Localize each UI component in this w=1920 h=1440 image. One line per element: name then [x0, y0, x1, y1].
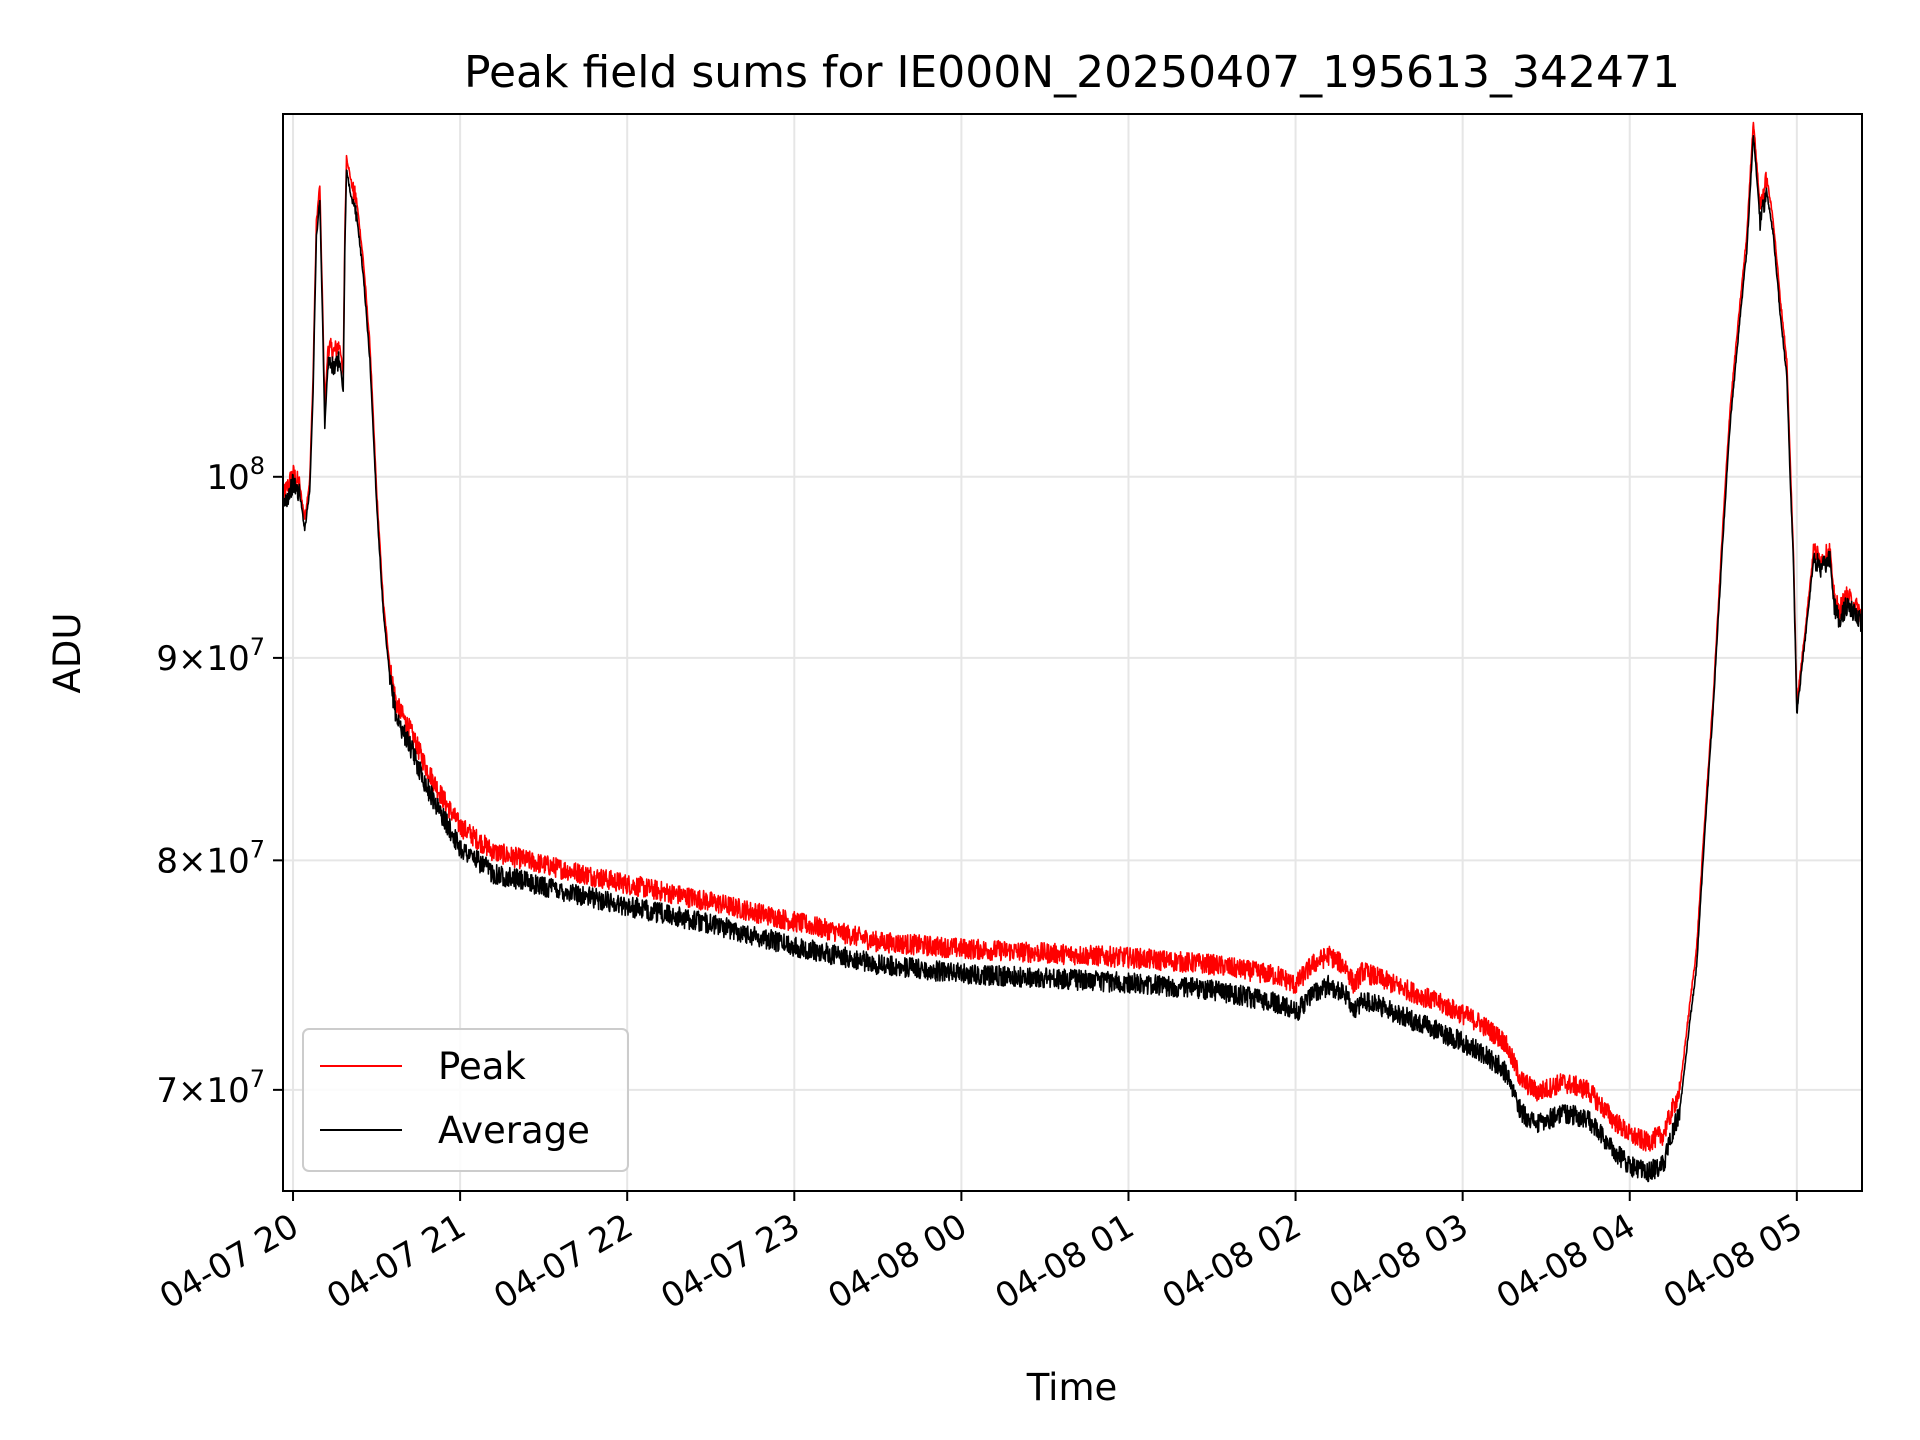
grid — [283, 114, 1862, 1191]
chart-title: Peak field sums for IE000N_20250407_1956… — [464, 47, 1680, 98]
y-axis-ticks: 7×107 8×107 9×107 108 — [156, 452, 283, 1111]
legend-average-label: Average — [438, 1109, 590, 1152]
y-tick-label: 108 — [206, 452, 265, 498]
series-line-average — [283, 135, 1862, 1183]
legend-box — [302, 1028, 629, 1172]
series-layer — [283, 121, 1862, 1183]
legend-peak-label: Peak — [438, 1045, 526, 1088]
legend: Peak Average — [302, 1028, 629, 1172]
x-axis-label: Time — [1026, 1366, 1118, 1409]
y-tick-label: 7×107 — [156, 1065, 265, 1111]
series-line-peak — [283, 121, 1862, 1152]
y-tick-label: 9×107 — [156, 633, 265, 679]
y-tick-label: 8×107 — [156, 835, 265, 881]
plot-frame — [282, 113, 1863, 1192]
y-axis-label: ADU — [46, 613, 89, 694]
